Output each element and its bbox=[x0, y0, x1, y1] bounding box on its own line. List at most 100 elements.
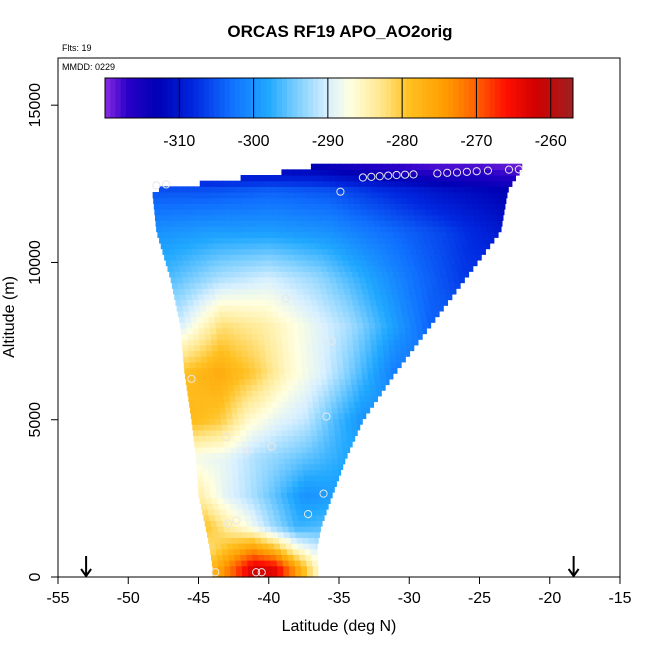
field-cell bbox=[219, 509, 227, 516]
field-cell bbox=[382, 180, 390, 187]
field-cell bbox=[378, 208, 386, 216]
field-cell bbox=[489, 186, 496, 193]
colorbar-segment bbox=[536, 78, 543, 118]
field-cell bbox=[256, 225, 263, 233]
field-cell bbox=[262, 225, 269, 233]
field-cell bbox=[251, 486, 258, 493]
field-cell bbox=[225, 208, 232, 216]
field-cell bbox=[418, 180, 425, 187]
field-cell bbox=[491, 214, 498, 221]
field-cell bbox=[292, 480, 299, 488]
field-cell bbox=[376, 180, 384, 187]
colorbar-frame bbox=[104, 77, 574, 119]
field-cell bbox=[362, 373, 369, 380]
field-cell bbox=[265, 237, 272, 244]
field-cell bbox=[315, 265, 322, 272]
field-cell bbox=[157, 231, 164, 238]
field-cell bbox=[422, 293, 429, 301]
field-cell bbox=[460, 237, 467, 244]
field-cell bbox=[262, 378, 270, 386]
field-cell bbox=[296, 463, 304, 471]
field-cell bbox=[362, 265, 369, 272]
field-cell bbox=[315, 480, 323, 488]
field-cell bbox=[415, 288, 422, 295]
field-cell bbox=[317, 180, 325, 187]
field-cell bbox=[454, 237, 461, 244]
field-cell bbox=[473, 208, 480, 216]
field-cell bbox=[310, 424, 317, 431]
colorbar-segment bbox=[427, 78, 434, 118]
field-cell bbox=[251, 384, 259, 391]
field-cell bbox=[260, 310, 267, 318]
field-cell bbox=[221, 248, 228, 255]
field-cell bbox=[459, 254, 466, 261]
field-cell bbox=[172, 214, 180, 221]
field-cell bbox=[352, 175, 360, 182]
field-cell bbox=[262, 543, 269, 550]
field-cell bbox=[243, 367, 250, 374]
field-cell bbox=[340, 327, 347, 335]
field-cell bbox=[300, 497, 307, 504]
colorbar-segment bbox=[432, 78, 439, 118]
field-cell bbox=[187, 333, 194, 340]
field-cell bbox=[338, 265, 346, 272]
field-cell bbox=[192, 429, 200, 437]
field-cell bbox=[395, 203, 403, 210]
field-cell bbox=[216, 492, 223, 499]
field-cell bbox=[319, 407, 327, 414]
field-cell bbox=[189, 282, 197, 289]
field-cell bbox=[403, 225, 411, 233]
field-cell bbox=[154, 214, 162, 221]
field-cell bbox=[207, 259, 214, 267]
field-cell bbox=[242, 208, 250, 216]
field-cell bbox=[283, 531, 291, 538]
field-cell bbox=[261, 463, 268, 471]
field-cell bbox=[238, 514, 246, 521]
field-cell bbox=[296, 214, 304, 221]
field-cell bbox=[276, 192, 284, 199]
field-cell bbox=[317, 192, 325, 199]
field-cell bbox=[342, 401, 350, 408]
field-cell bbox=[170, 197, 178, 204]
field-cell bbox=[212, 446, 220, 454]
field-cell bbox=[304, 231, 312, 238]
field-cell bbox=[236, 531, 244, 538]
field-cell bbox=[481, 231, 489, 238]
field-cell bbox=[243, 214, 250, 221]
field-cell bbox=[243, 537, 251, 544]
field-cell bbox=[313, 356, 320, 363]
field-cell bbox=[264, 180, 272, 187]
field-cell bbox=[241, 497, 248, 504]
field-cell bbox=[324, 186, 331, 193]
field-cell bbox=[360, 203, 367, 210]
field-cell bbox=[436, 305, 443, 312]
field-cell bbox=[302, 242, 309, 250]
field-cell bbox=[496, 203, 503, 210]
field-cell bbox=[323, 192, 331, 199]
field-cell bbox=[232, 418, 240, 425]
field-cell bbox=[221, 548, 229, 555]
field-cell bbox=[270, 175, 277, 182]
field-cell bbox=[411, 271, 418, 278]
field-cell bbox=[259, 350, 266, 357]
field-cell bbox=[346, 299, 354, 306]
field-cell bbox=[388, 192, 396, 199]
field-cell bbox=[305, 520, 312, 527]
field-cell bbox=[254, 208, 262, 216]
field-cell bbox=[214, 316, 221, 323]
field-cell bbox=[259, 401, 267, 408]
field-cell bbox=[217, 344, 225, 352]
field-cell bbox=[302, 367, 309, 374]
field-cell bbox=[347, 237, 355, 244]
field-cell bbox=[245, 271, 253, 278]
field-cell bbox=[289, 203, 297, 210]
field-cell bbox=[217, 254, 224, 261]
field-cell bbox=[320, 509, 327, 516]
field-cell bbox=[292, 384, 300, 391]
field-cell bbox=[287, 299, 295, 306]
field-cell bbox=[325, 259, 332, 267]
field-cell bbox=[438, 214, 445, 221]
field-cell bbox=[232, 514, 240, 521]
field-cell bbox=[397, 316, 404, 323]
field-cell bbox=[485, 242, 491, 250]
